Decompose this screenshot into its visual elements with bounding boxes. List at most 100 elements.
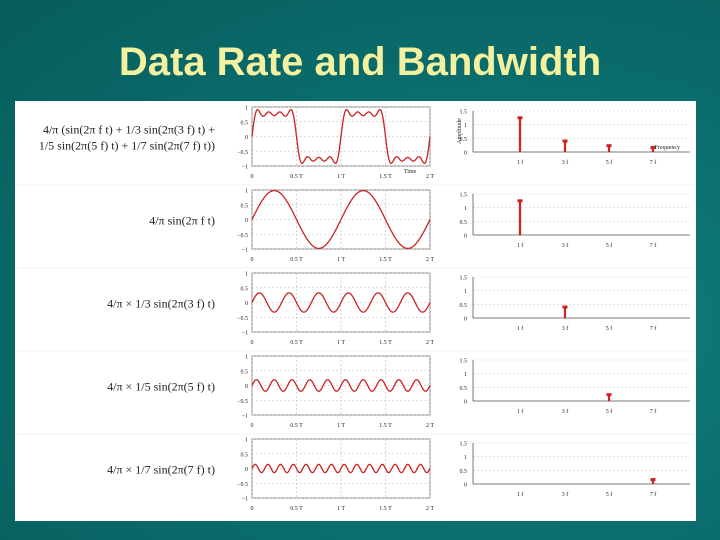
amp-tick-label: 1.5 [460, 359, 468, 365]
spectrum-bar-cap [517, 199, 523, 203]
x-tick-label: 2 T [426, 423, 434, 429]
y-tick-label: 1 [245, 355, 248, 361]
fourier-figure: 4/π (sin(2π f t) + 1/3 sin(2π(3 f) t) + 1… [15, 106, 696, 512]
y-tick-label: 0 [245, 218, 248, 224]
slide-title: Data Rate and Bandwidth [118, 40, 602, 84]
amp-tick-label: 1 [464, 372, 467, 378]
y-tick-label: 0 [245, 301, 248, 307]
amp-tick-label: 1 [464, 455, 467, 461]
freq-tick-label: 7 f [650, 325, 657, 332]
x-tick-label: 1.5 T [379, 423, 392, 429]
y-tick-label: −1 [242, 165, 248, 171]
amp-tick-label: 0 [464, 400, 467, 406]
y-tick-label: 1 [245, 272, 248, 278]
waveform-line [251, 108, 431, 165]
x-tick-label: 2 T [426, 506, 434, 512]
x-tick-label: 0 [251, 423, 254, 429]
freq-tick-label: 3 f [562, 408, 569, 415]
freq-tick-label: 5 f [606, 325, 613, 332]
x-tick-label: 1 T [337, 257, 345, 263]
y-tick-label: −1 [242, 331, 248, 337]
amp-tick-label: 1 [464, 289, 467, 295]
y-tick-label: −1 [242, 414, 248, 420]
x-tick-label: 2 T [426, 257, 434, 263]
amp-tick-label: 1.5 [460, 110, 468, 116]
amp-tick-label: 0 [464, 317, 467, 323]
amplitude-axis-label: Amplitude [457, 118, 463, 144]
x-tick-label: 0 [251, 257, 254, 263]
freq-tick-label: 1 f [517, 325, 524, 332]
freq-tick-label: 1 f [517, 491, 524, 498]
freq-tick-label: 3 f [562, 159, 569, 166]
amp-tick-label: 0.5 [460, 469, 468, 475]
y-tick-label: −0.5 [237, 316, 248, 322]
y-tick-label: −0.5 [237, 399, 248, 405]
amp-tick-label: 0.5 [460, 303, 468, 309]
spectrum-bar-cap [606, 393, 612, 397]
waveform-line [251, 189, 431, 250]
y-tick-label: 0.5 [241, 286, 249, 292]
amp-tick-label: 0 [464, 234, 467, 240]
freq-tick-label: 3 f [562, 325, 569, 332]
y-tick-label: 0 [245, 384, 248, 390]
x-tick-label: 2 T [426, 340, 434, 346]
amp-tick-label: 0 [464, 151, 467, 157]
x-tick-label: 0 [251, 340, 254, 346]
formula-line: 4/π (sin(2π f t) + 1/3 sin(2π(3 f) t) + [43, 123, 215, 137]
y-tick-label: 0 [245, 467, 248, 473]
amp-tick-label: 0.5 [460, 220, 468, 226]
freq-tick-label: 3 f [562, 242, 569, 249]
x-tick-label: 1 T [337, 506, 345, 512]
y-tick-label: −0.5 [237, 233, 248, 239]
y-tick-label: 0.5 [241, 452, 249, 458]
formula-line: 1/5 sin(2π(5 f) t) + 1/7 sin(2π(7 f) t)) [39, 139, 215, 153]
x-tick-label: 0.5 T [290, 257, 303, 263]
x-tick-label: 0.5 T [290, 174, 303, 180]
freq-tick-label: 7 f [650, 242, 657, 249]
x-tick-label: 1 T [337, 340, 345, 346]
freq-tick-label: 5 f [606, 491, 613, 498]
y-tick-label: 1 [245, 189, 248, 195]
time-axis-label: Time [404, 169, 417, 175]
x-tick-label: 1 T [337, 423, 345, 429]
freq-tick-label: 5 f [606, 408, 613, 415]
x-tick-label: 1.5 T [379, 506, 392, 512]
x-tick-label: 0.5 T [290, 340, 303, 346]
freq-tick-label: 5 f [606, 159, 613, 166]
spectrum-bar-cap [606, 144, 612, 148]
amp-tick-label: 1 [464, 206, 467, 212]
amp-tick-label: 1.5 [460, 193, 468, 199]
amp-tick-label: 1 [464, 123, 467, 129]
y-tick-label: 0.5 [241, 369, 249, 375]
freq-tick-label: 7 f [650, 159, 657, 166]
formula-line: 4/π × 1/5 sin(2π(5 f) t) [107, 380, 215, 394]
waveform-line [251, 292, 431, 313]
spectrum-bar-cap [650, 146, 656, 150]
freq-tick-label: 5 f [606, 242, 613, 249]
freq-tick-label: 1 f [517, 408, 524, 415]
freq-tick-label: 7 f [650, 491, 657, 498]
freq-tick-label: 1 f [517, 242, 524, 249]
x-tick-label: 1.5 T [379, 340, 392, 346]
x-tick-label: 2 T [426, 174, 434, 180]
freq-tick-label: 7 f [650, 408, 657, 415]
formula-line: 4/π sin(2π f t) [149, 214, 215, 228]
x-tick-label: 1 T [337, 174, 345, 180]
freq-tick-label: 1 f [517, 159, 524, 166]
x-tick-label: 0 [251, 506, 254, 512]
x-tick-label: 0.5 T [290, 423, 303, 429]
amp-tick-label: 0 [464, 483, 467, 489]
waveform-line [251, 463, 431, 474]
frequency-axis-label: Frequency [655, 145, 680, 151]
x-tick-label: 1.5 T [379, 174, 392, 180]
formula-line: 4/π × 1/7 sin(2π(7 f) t) [107, 463, 215, 477]
amp-tick-label: 1.5 [460, 276, 468, 282]
y-tick-label: 1 [245, 438, 248, 444]
y-tick-label: −0.5 [237, 482, 248, 488]
spectrum-bar-cap [650, 478, 656, 482]
y-tick-label: 0 [245, 135, 248, 141]
figure-panel: 4/π (sin(2π f t) + 1/3 sin(2π(3 f) t) + 1… [15, 101, 696, 521]
freq-tick-label: 3 f [562, 491, 569, 498]
x-tick-label: 0 [251, 174, 254, 180]
